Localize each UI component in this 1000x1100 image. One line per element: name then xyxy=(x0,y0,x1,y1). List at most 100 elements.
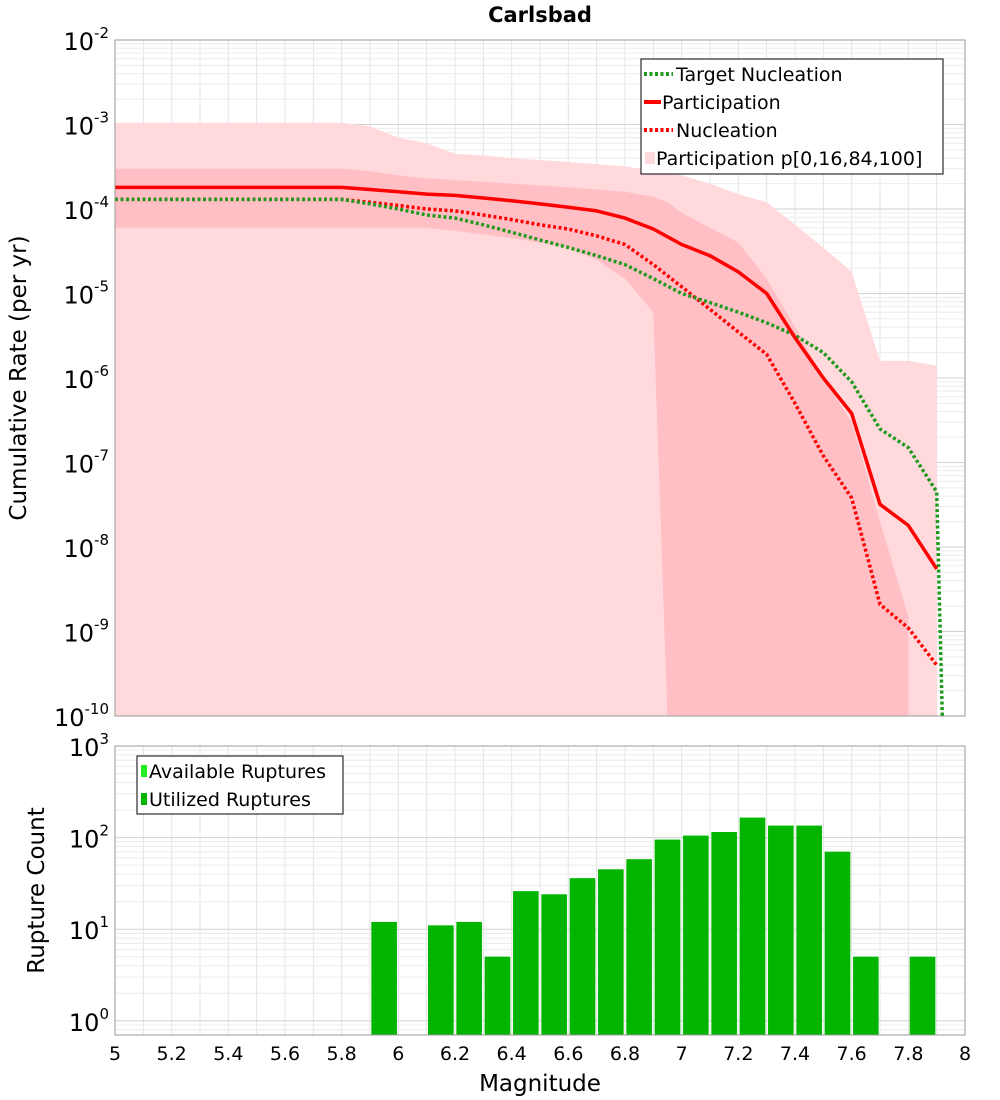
rupture-plot-legend: Available Ruptures Utilized Ruptures xyxy=(136,755,344,815)
x-tick-label: 7.6 xyxy=(837,1043,867,1065)
rate-plot-series xyxy=(115,185,945,717)
x-tick-label: 5.8 xyxy=(327,1043,357,1065)
bar-utilized-ruptures xyxy=(768,825,794,1035)
y-tick-exponent: -3 xyxy=(94,109,109,127)
y-tick-label: 103 xyxy=(69,730,109,762)
x-tick-label: 7.2 xyxy=(723,1043,753,1065)
y-tick-exponent: -9 xyxy=(94,616,109,634)
legend-label: Utilized Ruptures xyxy=(149,789,311,811)
y-tick-base: 10 xyxy=(54,704,85,732)
series-line-participation xyxy=(115,185,939,570)
rupture-bars xyxy=(371,817,936,1035)
y-tick-exponent: -8 xyxy=(94,531,109,549)
y-tick-base: 10 xyxy=(69,917,100,945)
bar-utilized-ruptures xyxy=(598,869,624,1035)
legend-box xyxy=(136,755,344,815)
bar-utilized-ruptures xyxy=(456,921,482,1035)
legend-swatch xyxy=(141,765,147,777)
legend-swatch xyxy=(141,793,147,805)
y-tick-exponent: 2 xyxy=(99,822,109,840)
bar-utilized-ruptures xyxy=(711,832,737,1035)
y-tick-base: 10 xyxy=(63,620,94,648)
y-tick-label: 10-8 xyxy=(63,531,109,563)
band-inner-p16-p84 xyxy=(115,168,909,716)
participation-band xyxy=(115,122,937,716)
x-tick-label: 6.6 xyxy=(553,1043,583,1065)
x-tick-label: 6.2 xyxy=(440,1043,470,1065)
bar-utilized-ruptures xyxy=(824,851,851,1035)
chart-title: Carlsbad xyxy=(488,3,592,27)
legend-box xyxy=(640,58,944,175)
bar-utilized-ruptures xyxy=(683,835,709,1035)
x-tick-label: 6 xyxy=(392,1043,404,1065)
x-tick-label: 5.4 xyxy=(213,1043,243,1065)
legend-swatch-band xyxy=(645,152,655,164)
x-tick-labels: 5 5.2 5.4 5.6 5.8 6 6.2 6.4 6.6 6.8 7 7.2 7.4 7.6 7.8 8 xyxy=(109,1043,971,1065)
y-tick-exponent: 3 xyxy=(99,730,109,748)
legend-label: Participation xyxy=(662,92,781,114)
y-tick-exponent: 1 xyxy=(99,913,109,931)
y-tick-exponent: -5 xyxy=(94,278,109,296)
x-tick-label: 6.4 xyxy=(497,1043,527,1065)
y-tick-label: 10-4 xyxy=(63,193,109,225)
legend-label: Nucleation xyxy=(676,120,778,142)
bar-utilized-ruptures xyxy=(371,921,397,1035)
y-tick-exponent: -7 xyxy=(94,447,109,465)
x-tick-label: 7.4 xyxy=(780,1043,810,1065)
y-tick-exponent: -2 xyxy=(94,24,109,42)
y-tick-base: 10 xyxy=(63,28,94,56)
rate-plot-y-axis-label: Cumulative Rate (per yr) xyxy=(6,235,32,520)
x-axis-label: Magnitude xyxy=(479,1071,601,1097)
y-tick-exponent: -4 xyxy=(94,193,109,211)
y-tick-base: 10 xyxy=(63,282,94,310)
rupture-plot-frame xyxy=(114,745,966,1036)
y-tick-exponent: -6 xyxy=(94,362,109,380)
bar-utilized-ruptures xyxy=(853,956,879,1035)
bar-utilized-ruptures xyxy=(739,817,766,1035)
x-tick-label: 8 xyxy=(959,1043,971,1065)
y-tick-label: 10-9 xyxy=(63,616,109,648)
legend-label: Target Nucleation xyxy=(675,64,843,86)
y-tick-label: 10-3 xyxy=(63,109,109,141)
y-tick-exponent: 0 xyxy=(99,1005,109,1023)
y-tick-base: 10 xyxy=(63,113,94,141)
x-tick-label: 5.6 xyxy=(270,1043,300,1065)
y-tick-base: 10 xyxy=(63,451,94,479)
bar-utilized-ruptures xyxy=(484,956,511,1035)
bar-utilized-ruptures xyxy=(513,891,539,1035)
y-tick-base: 10 xyxy=(63,366,94,394)
legend-label: Available Ruptures xyxy=(149,761,326,783)
y-tick-label: 10-2 xyxy=(63,24,109,56)
bar-utilized-ruptures xyxy=(796,825,822,1035)
series-line-nucleation xyxy=(115,197,939,667)
bar-utilized-ruptures xyxy=(654,839,681,1035)
bar-utilized-ruptures xyxy=(428,925,454,1035)
x-tick-label: 6.8 xyxy=(610,1043,640,1065)
y-tick-label: 10-6 xyxy=(63,362,109,394)
bar-utilized-ruptures xyxy=(541,894,567,1035)
x-tick-label: 7.8 xyxy=(893,1043,923,1065)
y-tick-base: 10 xyxy=(69,826,100,854)
y-tick-base: 10 xyxy=(63,197,94,225)
y-tick-label: 10-7 xyxy=(63,447,109,479)
bar-utilized-ruptures xyxy=(626,859,652,1035)
y-tick-label: 100 xyxy=(69,1005,109,1037)
rate-plot-legend: Target Nucleation Participation Nucleation… xyxy=(640,58,944,175)
x-tick-label: 5.2 xyxy=(157,1043,187,1065)
y-tick-base: 10 xyxy=(69,734,100,762)
y-tick-label: 102 xyxy=(69,822,109,854)
x-tick-label: 7 xyxy=(676,1043,688,1065)
rate-plot-frame xyxy=(114,39,966,717)
y-tick-exponent: -10 xyxy=(85,700,110,718)
series-line-target-nucleation xyxy=(115,197,945,717)
y-tick-label: 10-5 xyxy=(63,278,109,310)
bar-utilized-ruptures xyxy=(569,878,596,1035)
y-tick-label: 101 xyxy=(69,913,109,945)
bar-utilized-ruptures xyxy=(909,956,936,1035)
y-tick-label: 10-10 xyxy=(54,700,109,732)
